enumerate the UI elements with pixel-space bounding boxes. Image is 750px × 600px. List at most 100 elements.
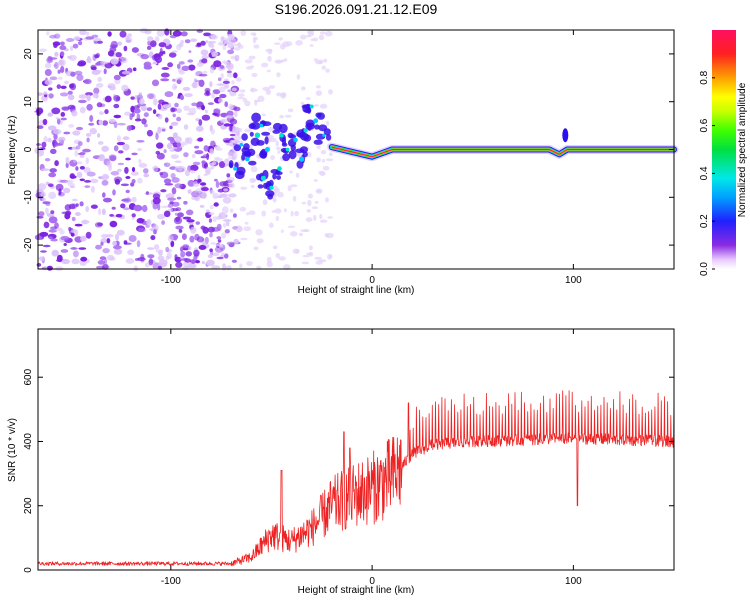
noise-blob [65, 157, 70, 164]
noise-blob [300, 86, 306, 91]
noise-blob [191, 196, 200, 201]
noise-blob [275, 252, 280, 259]
noise-blob [211, 161, 217, 166]
noise-blob [191, 102, 198, 107]
noise-blob [295, 40, 303, 46]
noise-blob [323, 58, 328, 63]
noise-blob [168, 52, 177, 58]
energy-blob [273, 122, 282, 131]
noise-blob [160, 189, 167, 193]
noise-blob [262, 199, 268, 206]
noise-blob [86, 103, 93, 111]
colorbar-gradient [712, 30, 736, 269]
noise-blob [322, 165, 330, 171]
noise-blob [174, 160, 182, 163]
noise-blob [138, 159, 142, 164]
noise-blob [163, 178, 172, 184]
noise-blob [133, 108, 141, 114]
noise-blob [109, 44, 118, 49]
noise-blob [69, 83, 75, 89]
noise-blob [78, 247, 87, 250]
noise-blob [283, 58, 288, 62]
noise-blob [187, 263, 197, 269]
noise-blob [202, 70, 208, 74]
energy-blob [289, 134, 296, 139]
noise-blob [219, 244, 224, 248]
noise-blob [231, 87, 237, 92]
noise-blob [225, 220, 230, 227]
noise-blob [65, 179, 74, 184]
noise-blob [214, 178, 218, 182]
noise-blob [76, 126, 83, 131]
noise-blob [248, 55, 256, 60]
noise-blob [170, 240, 175, 248]
ridge-spike [562, 128, 569, 143]
noise-blob [144, 123, 148, 128]
energy-blob [288, 150, 297, 160]
energy-peak [299, 156, 305, 162]
noise-blob [316, 145, 321, 150]
noise-blob [98, 119, 104, 125]
noise-blob [253, 44, 260, 49]
noise-blob [250, 184, 255, 189]
noise-blob [201, 160, 206, 164]
noise-blob [246, 261, 253, 266]
noise-blob [140, 54, 149, 60]
noise-blob [148, 258, 154, 266]
noise-blob [80, 235, 87, 242]
noise-blob [201, 260, 206, 265]
y-tick-label: 400 [23, 433, 34, 450]
noise-blob [221, 206, 229, 214]
noise-blob [227, 151, 234, 157]
noise-blob [128, 235, 137, 242]
noise-blob [44, 62, 52, 69]
noise-blob [219, 93, 227, 99]
noise-blob [104, 95, 112, 103]
noise-blob [161, 220, 166, 226]
noise-blob [60, 117, 67, 121]
energy-blob [304, 108, 312, 113]
noise-blob [42, 118, 48, 126]
energy-peak [239, 142, 244, 147]
noise-blob [59, 230, 65, 235]
noise-blob [65, 38, 75, 42]
noise-blob [152, 109, 157, 115]
noise-blob [223, 253, 229, 259]
noise-blob [172, 83, 177, 91]
ridge-layer-5 [331, 146, 675, 158]
noise-blob [75, 145, 81, 150]
noise-blob [227, 44, 234, 49]
noise-blob [200, 49, 209, 56]
noise-blob [55, 183, 64, 192]
noise-blob [222, 196, 232, 204]
noise-blob [86, 94, 91, 102]
noise-blob [216, 223, 222, 231]
noise-blob [156, 152, 165, 160]
noise-blob [78, 94, 88, 99]
noise-blob [219, 65, 225, 69]
noise-blob [70, 232, 75, 237]
noise-blob [310, 38, 315, 41]
noise-blob [85, 92, 93, 96]
noise-blob [201, 114, 211, 121]
noise-blob [112, 189, 116, 196]
energy-peak [313, 118, 319, 124]
noise-blob [184, 258, 192, 263]
noise-blob [146, 129, 153, 137]
noise-blob [100, 241, 104, 246]
noise-blob [118, 150, 124, 154]
energy-blob [281, 137, 287, 146]
noise-blob [184, 137, 190, 143]
noise-blob [131, 178, 136, 184]
colorbar-tick-label: 0.2 [699, 214, 710, 228]
noise-blob [124, 242, 132, 245]
noise-blob [201, 104, 205, 111]
noise-blob [196, 178, 201, 184]
noise-blob [297, 151, 302, 158]
noise-blob [44, 69, 52, 76]
noise-blob [183, 124, 189, 130]
noise-blob [267, 48, 273, 55]
noise-blob [190, 226, 197, 234]
noise-blob [174, 183, 183, 189]
noise-blob [131, 213, 136, 218]
